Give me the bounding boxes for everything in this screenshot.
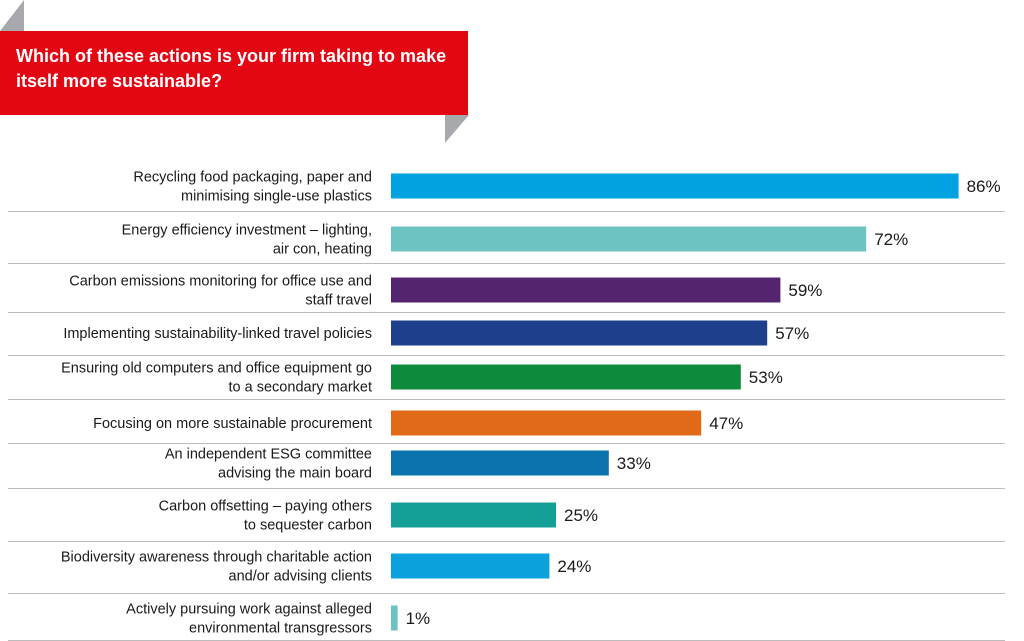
bar [391,320,768,346]
value-label: 72% [874,230,908,249]
category-label: Biodiversity awareness through charitabl… [61,550,372,566]
value-label: 24% [557,557,591,576]
category-label: staff travel [305,293,372,309]
value-label: 53% [749,368,783,387]
category-label: air con, heating [273,242,372,258]
category-label: Focusing on more sustainable procurement [93,416,372,432]
value-label: 33% [617,454,651,473]
category-label: Ensuring old computers and office equipm… [61,361,372,377]
banner-fold-corner-top [0,0,24,31]
category-label: Energy efficiency investment – lighting, [122,223,372,239]
value-label: 47% [709,414,743,433]
value-label: 59% [788,281,822,300]
chart-title: Which of these actions is your firm taki… [16,46,447,91]
bar [391,173,959,199]
category-label: An independent ESG committee [165,447,372,463]
category-label: Carbon offsetting – paying others [159,499,372,515]
bar [391,226,867,252]
banner-fold-corner-bottom [445,115,469,143]
category-label: Implementing sustainability-linked trave… [63,326,372,342]
bar [391,410,702,436]
category-label: to sequester carbon [244,518,372,534]
bar [391,605,398,631]
value-label: 57% [775,324,809,343]
category-label: to a secondary market [229,380,372,396]
bar [391,502,556,528]
value-label: 86% [967,177,1001,196]
bar [391,450,609,476]
value-label: 25% [564,506,598,525]
category-label: minimising single-use plastics [181,189,372,205]
bar [391,553,550,579]
category-label: Carbon emissions monitoring for office u… [69,274,372,290]
category-label: Recycling food packaging, paper and [133,170,372,186]
category-label: advising the main board [218,466,372,482]
bar [391,277,781,303]
bar [391,364,741,390]
value-label: 1% [406,609,431,628]
title-banner: Which of these actions is your firm taki… [0,31,468,115]
category-label: environmental transgressors [189,621,372,637]
category-label: and/or advising clients [229,569,372,585]
category-label: Actively pursuing work against alleged [126,602,372,618]
